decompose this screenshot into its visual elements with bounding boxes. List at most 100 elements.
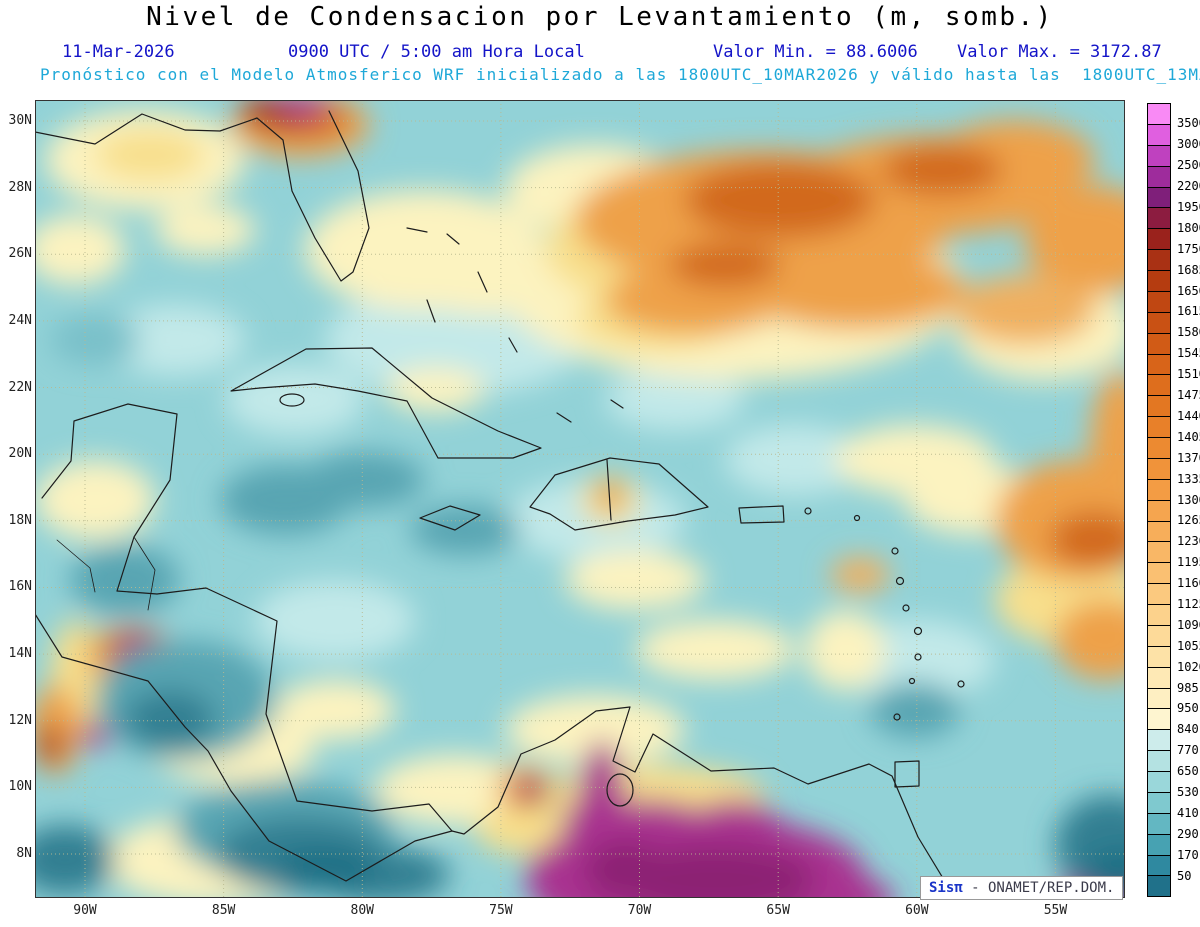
colorbar-segment	[1148, 416, 1170, 437]
colorbar-value: 650	[1177, 764, 1199, 779]
colorbar-segment	[1148, 645, 1170, 667]
colorbar-value: 985	[1177, 680, 1199, 695]
lat-label: 18N	[8, 512, 32, 528]
page-title: Nivel de Condensacion por Levantamiento …	[146, 2, 1054, 32]
colorbar-value: 1950	[1177, 199, 1200, 214]
colorbar-value: 1510	[1177, 367, 1200, 382]
colorbar-segment	[1148, 562, 1170, 584]
lat-label: 10N	[8, 779, 32, 795]
colorbar-value: 1650	[1177, 283, 1200, 298]
colorbar-value: 1195	[1177, 555, 1200, 570]
colorbar-value: 1475	[1177, 388, 1200, 403]
max-value-label: Valor Max. = 3172.87	[957, 42, 1162, 62]
colorbar-segment	[1148, 812, 1170, 834]
colorbar-value: 1800	[1177, 220, 1200, 235]
lat-label: 8N	[16, 845, 32, 861]
colorbar-segment	[1148, 104, 1170, 124]
colorbar-segment	[1148, 541, 1170, 563]
lat-label: 22N	[8, 379, 32, 395]
lon-label: 70W	[627, 903, 652, 918]
colorbar-value: 1685	[1177, 262, 1200, 277]
map-canvas	[35, 100, 1125, 898]
colorbar-value: 1160	[1177, 576, 1200, 591]
colorbar-segment	[1148, 729, 1170, 751]
colorbar-segment	[1148, 520, 1170, 542]
coastlines	[35, 110, 965, 898]
colorbar-segment	[1148, 290, 1170, 312]
colorbar-value: 1090	[1177, 617, 1200, 632]
colorbar-segment	[1148, 353, 1170, 375]
colorbar-segment	[1148, 311, 1170, 333]
colorbar-segment	[1148, 395, 1170, 417]
colorbar-segment	[1148, 165, 1170, 187]
colorbar-segment	[1148, 478, 1170, 500]
colorbar-segment	[1148, 207, 1170, 229]
lat-label: 24N	[8, 312, 32, 328]
colorbar-value: 840	[1177, 722, 1199, 737]
colorbar-value: 1230	[1177, 534, 1200, 549]
colorbar-value: 290	[1177, 826, 1199, 841]
colorbar-value: 1615	[1177, 304, 1200, 319]
colorbar-value: 1580	[1177, 325, 1200, 340]
colorbar-segment	[1148, 604, 1170, 625]
colorbar-value: 3500	[1177, 116, 1200, 131]
colorbar-segment	[1148, 499, 1170, 521]
colorbar-value: 530	[1177, 785, 1199, 800]
colorbar-value: 1335	[1177, 471, 1200, 486]
colorbar-value: 1405	[1177, 429, 1200, 444]
lon-label: 55W	[1043, 903, 1068, 918]
colorbar-segment	[1148, 771, 1170, 792]
lcl-field-blobs	[35, 100, 1125, 898]
forecast-info: Pronóstico con el Modelo Atmosferico WRF…	[40, 65, 1200, 84]
colorbar-segment	[1148, 750, 1170, 771]
colorbar-segment	[1148, 249, 1170, 270]
colorbar-value: 2200	[1177, 179, 1200, 194]
colorbar-value: 410	[1177, 805, 1199, 820]
watermark-suffix: - ONAMET/REP.DOM.	[962, 880, 1115, 896]
lat-label: 20N	[8, 446, 32, 462]
lat-label: 26N	[8, 246, 32, 262]
colorbar-segment	[1148, 624, 1170, 646]
colorbar-value: 1545	[1177, 346, 1200, 361]
colorbar-segment	[1148, 228, 1170, 250]
colorbar-value: 3000	[1177, 137, 1200, 152]
colorbar-value: 50	[1177, 868, 1192, 883]
run-date: 11-Mar-2026	[62, 42, 175, 62]
lon-label: 75W	[489, 903, 513, 918]
lat-label: 14N	[8, 646, 32, 662]
lon-label: 65W	[766, 903, 790, 918]
run-time: 0900 UTC / 5:00 am Hora Local	[288, 42, 585, 62]
lon-label: 90W	[73, 903, 97, 918]
colorbar-segment	[1148, 332, 1170, 354]
colorbar-segment	[1148, 270, 1170, 291]
colorbar-segment	[1148, 437, 1170, 458]
lon-label: 85W	[211, 903, 236, 918]
colorbar-value: 1055	[1177, 638, 1200, 653]
colorbar-segment	[1148, 791, 1170, 813]
lat-label: 30N	[8, 113, 32, 128]
colorbar-segment	[1148, 854, 1170, 876]
colorbar-segment	[1148, 583, 1170, 604]
colorbar-segment	[1148, 457, 1170, 479]
watermark-brand: Sisπ	[929, 880, 963, 896]
colorbar-segment	[1148, 833, 1170, 855]
colorbar-value: 1300	[1177, 492, 1200, 507]
colorbar-value: 1370	[1177, 450, 1200, 465]
lon-label: 60W	[905, 903, 929, 918]
colorbar-value: 1440	[1177, 408, 1200, 423]
lat-label: 16N	[8, 579, 32, 595]
colorbar-value: 2500	[1177, 158, 1200, 173]
colorbar-value: 1750	[1177, 241, 1200, 256]
colorbar-value: 1265	[1177, 513, 1200, 528]
colorbar-segment	[1148, 687, 1170, 709]
colorbar-segment	[1148, 144, 1170, 166]
colorbar-value: 170	[1177, 847, 1199, 862]
colorbar-segment	[1148, 123, 1170, 145]
colorbar	[1147, 103, 1171, 897]
colorbar-segment	[1148, 666, 1170, 688]
colorbar-segment	[1148, 875, 1170, 897]
lat-label: 12N	[8, 712, 32, 728]
min-value-label: Valor Min. = 88.6006	[713, 42, 918, 62]
lat-label: 28N	[8, 179, 32, 195]
